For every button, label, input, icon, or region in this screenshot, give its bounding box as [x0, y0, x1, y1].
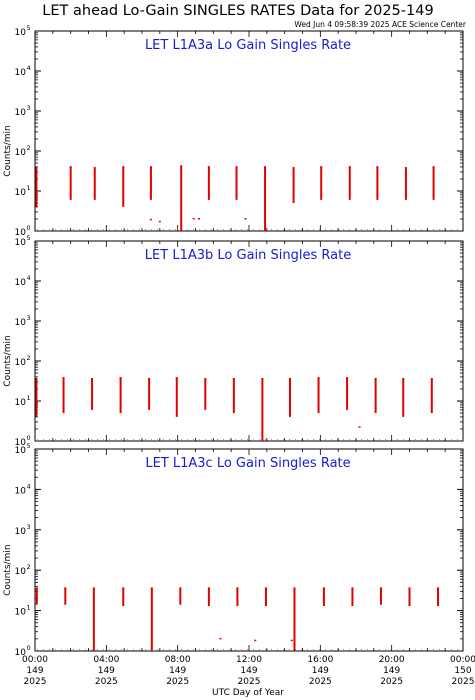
- y-tick-exponent: 1: [27, 394, 31, 402]
- y-tick-exponent: 2: [27, 563, 31, 571]
- panel-title: LET L1A3c Lo Gain Singles Rate: [145, 456, 350, 471]
- y-tick-label: 10: [15, 446, 27, 456]
- x-tick-label: 2025: [95, 677, 118, 687]
- y-tick-exponent: 0: [27, 644, 31, 652]
- x-tick-label: 12:00: [236, 655, 262, 665]
- y-tick-exponent: 2: [27, 144, 31, 152]
- y-tick-exponent: 0: [27, 434, 31, 442]
- data-point: [158, 220, 161, 223]
- y-tick-label: 10: [15, 358, 27, 368]
- y-tick-label: 10: [15, 486, 27, 496]
- y-tick-label: 10: [15, 68, 27, 78]
- data-point: [358, 426, 361, 428]
- y-tick-label: 10: [15, 278, 27, 288]
- x-tick-label: 2025: [380, 677, 403, 687]
- y-tick-exponent: 5: [27, 234, 31, 242]
- panel-title: LET L1A3b Lo Gain Singles Rate: [145, 248, 351, 263]
- plot-frame: [34, 30, 464, 232]
- y-tick-exponent: 5: [27, 442, 31, 450]
- x-tick-label: 149: [169, 666, 186, 676]
- timestamp: Wed Jun 4 09:58:39 2025 ACE Science Cent…: [294, 20, 467, 29]
- y-tick-label: 10: [15, 567, 27, 577]
- y-tick-exponent: 3: [27, 104, 31, 112]
- x-tick-label: 2025: [166, 677, 189, 687]
- plot-frame: [34, 240, 464, 442]
- x-tick-label: 149: [312, 666, 329, 676]
- y-tick-label: 10: [15, 108, 27, 118]
- y-tick-exponent: 4: [27, 482, 31, 490]
- y-tick-label: 10: [15, 608, 27, 618]
- x-tick-label: 2025: [238, 677, 261, 687]
- y-tick-exponent: 4: [27, 64, 31, 72]
- y-tick-label: 10: [15, 228, 27, 238]
- x-tick-label: 20:00: [379, 655, 405, 665]
- x-tick-label: 150: [454, 666, 471, 676]
- y-tick-label: 10: [15, 648, 27, 658]
- y-tick-label: 10: [15, 318, 27, 328]
- y-axis-label: Counts/min: [3, 125, 13, 176]
- data-point: [198, 217, 201, 220]
- x-tick-label: 149: [383, 666, 400, 676]
- data-point: [192, 217, 195, 220]
- x-tick-label: 2025: [24, 677, 47, 687]
- x-tick-label: 16:00: [307, 655, 333, 665]
- y-tick-exponent: 4: [27, 274, 31, 282]
- y-tick-exponent: 1: [27, 604, 31, 612]
- y-tick-exponent: 1: [27, 184, 31, 192]
- data-point: [149, 218, 152, 221]
- y-tick-exponent: 3: [27, 523, 31, 531]
- data-point: [290, 639, 293, 642]
- x-tick-label: 149: [98, 666, 115, 676]
- x-tick-label: 149: [240, 666, 257, 676]
- y-axis-label: Counts/min: [3, 544, 13, 595]
- y-tick-label: 10: [15, 148, 27, 158]
- y-tick-exponent: 2: [27, 354, 31, 362]
- chart-title: LET ahead Lo-Gain SINGLES RATES Data for…: [42, 3, 433, 19]
- y-tick-label: 10: [15, 28, 27, 38]
- data-point: [254, 639, 257, 642]
- x-axis-label: UTC Day of Year: [212, 688, 284, 698]
- y-tick-label: 10: [15, 188, 27, 198]
- x-tick-label: 04:00: [93, 655, 119, 665]
- y-tick-exponent: 5: [27, 24, 31, 32]
- x-tick-label: 2025: [309, 677, 332, 687]
- x-tick-label: 149: [26, 666, 43, 676]
- y-tick-exponent: 3: [27, 314, 31, 322]
- data-point: [219, 637, 222, 640]
- x-tick-label: 00:00: [450, 655, 475, 665]
- y-axis-label: Counts/min: [3, 335, 13, 386]
- x-tick-label: 2025: [452, 677, 475, 687]
- y-tick-label: 10: [15, 527, 27, 537]
- panel-title: LET L1A3a Lo Gain Singles Rate: [145, 38, 351, 53]
- x-tick-label: 00:00: [22, 655, 48, 665]
- x-tick-label: 08:00: [165, 655, 191, 665]
- y-tick-label: 10: [15, 238, 27, 248]
- y-tick-exponent: 0: [27, 224, 31, 232]
- data-point: [244, 217, 247, 220]
- y-tick-label: 10: [15, 438, 27, 448]
- plot-frame: [34, 448, 464, 652]
- y-tick-label: 10: [15, 398, 27, 408]
